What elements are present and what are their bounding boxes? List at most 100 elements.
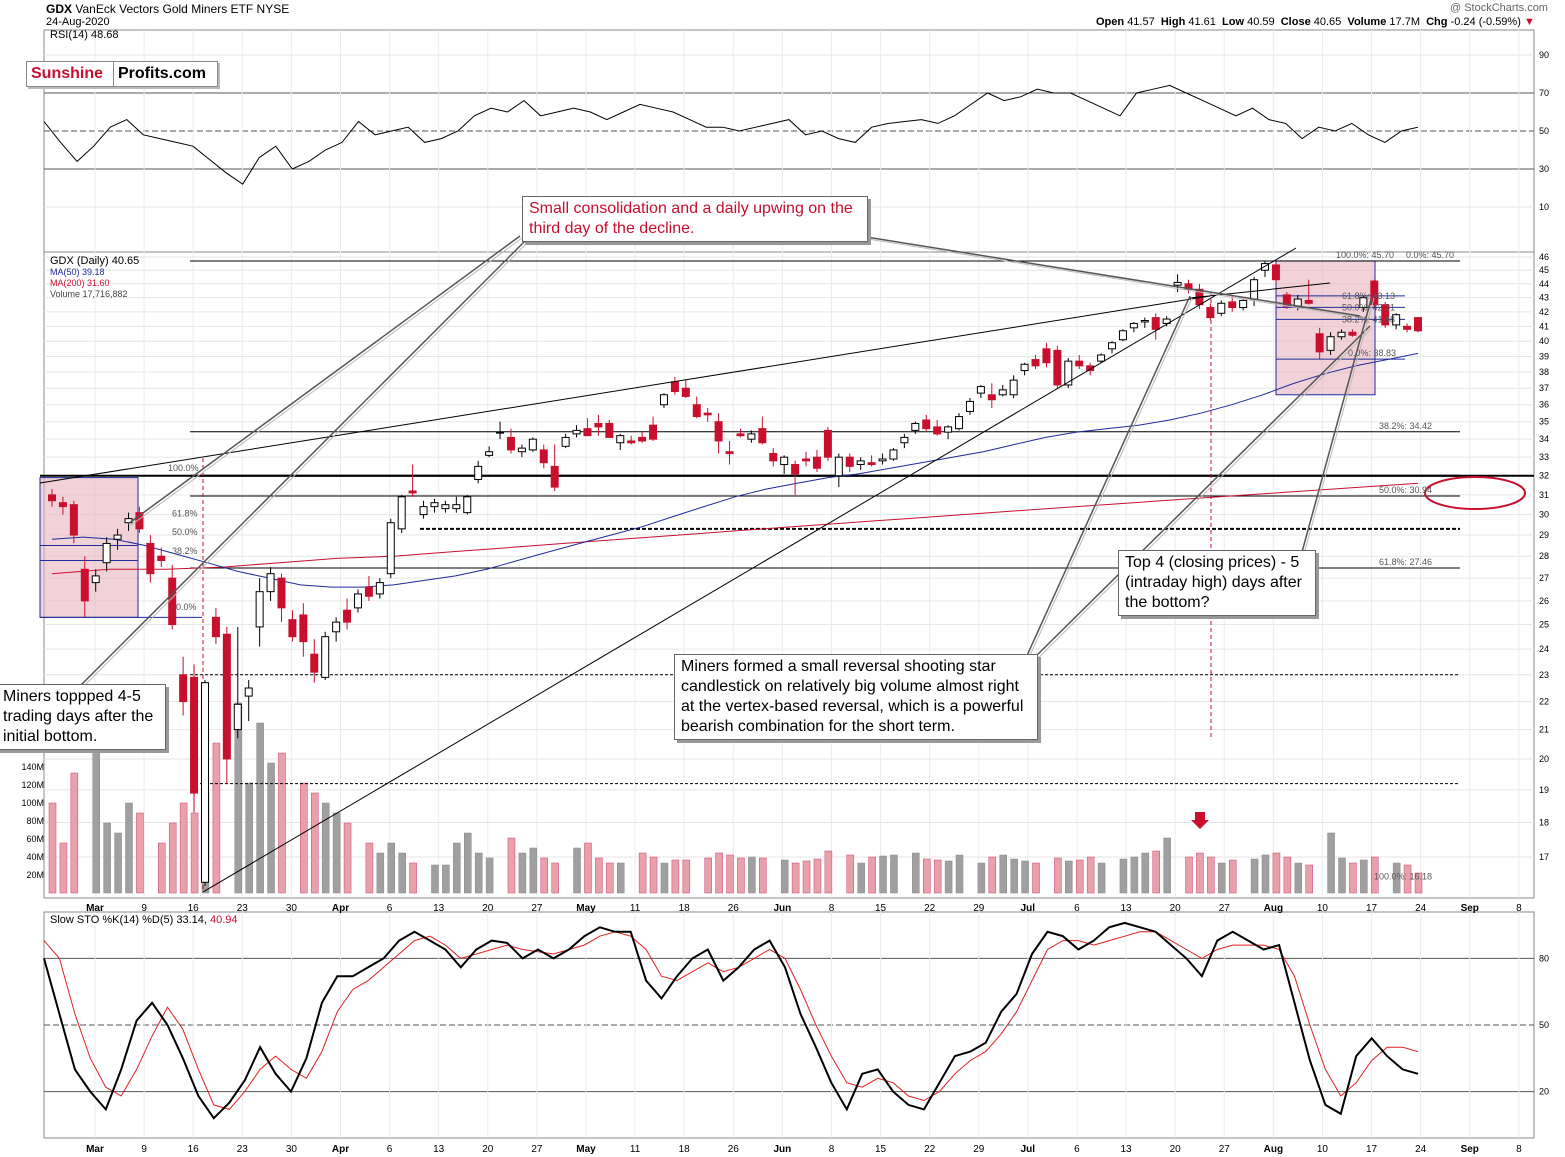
candle-body	[649, 424, 658, 440]
volume-bar	[999, 854, 1007, 894]
candle-body	[714, 421, 723, 442]
candle-body	[1129, 322, 1138, 329]
price-axis-label: 25	[1539, 620, 1549, 630]
sto-d-line	[43, 931, 1419, 1110]
candle-body	[200, 682, 209, 883]
candle-body	[375, 582, 384, 595]
candle-body	[386, 522, 395, 575]
candle-body	[1086, 365, 1095, 372]
price-axis-label: 46	[1539, 252, 1549, 262]
date-axis-label: 30	[286, 903, 298, 914]
candle-body	[616, 435, 625, 444]
volume-bar	[715, 852, 723, 894]
candle-body	[485, 451, 494, 456]
rsi-axis-label: 50	[1539, 126, 1549, 136]
candle-body	[1392, 314, 1401, 326]
date-axis-label: 10	[1317, 903, 1329, 914]
candle-body	[1151, 317, 1160, 330]
price-axis-label: 36	[1539, 400, 1549, 410]
candle-body	[1414, 317, 1422, 332]
ohlc-readout: Open 41.57 High 41.61 Low 40.59 Close 40…	[1096, 16, 1535, 28]
ticker: GDX	[46, 2, 73, 16]
trend-line	[39, 295, 1211, 484]
volume-bar	[1272, 852, 1281, 894]
date-axis-label: 20	[482, 903, 494, 914]
volume-bar	[179, 802, 188, 894]
volume-bar	[507, 837, 516, 894]
rsi-legend: RSI(14) 48.68	[50, 29, 119, 41]
callout-pointer-shadow	[77, 237, 533, 693]
price-axis-label: 18	[1539, 817, 1549, 827]
volume-bar	[1349, 862, 1357, 894]
volume-bar	[278, 752, 286, 894]
ma200-legend: MA(200) 31.60	[50, 278, 110, 288]
candle-body	[474, 465, 483, 481]
date-axis-label: 9	[141, 903, 147, 914]
date-axis-label: 17	[1366, 1144, 1378, 1155]
volume-bar	[365, 842, 374, 894]
consolidation-note: Small consolidation and a daily upwing o…	[522, 196, 868, 242]
date-axis-label: 6	[1074, 903, 1080, 914]
date-axis-label: 16	[188, 1144, 200, 1155]
candle-body	[823, 429, 832, 458]
volume-bar	[1327, 832, 1335, 894]
date-axis-label: 30	[286, 1144, 298, 1155]
sto-axis-label: 50	[1539, 1020, 1549, 1030]
volume-bar	[59, 842, 68, 894]
callout-pointer	[75, 235, 531, 691]
price-axis-label: 26	[1539, 596, 1549, 606]
candle-body	[168, 577, 177, 626]
candle-body	[758, 428, 767, 444]
volume-bar	[1250, 858, 1259, 894]
volume-axis-label: 100M	[21, 798, 44, 808]
candle-body	[1108, 342, 1117, 350]
candle-body	[1403, 325, 1412, 330]
sto-axis-label: 80	[1539, 953, 1549, 963]
candle-body	[1075, 360, 1084, 367]
volume-bar	[977, 862, 986, 894]
candle-body	[627, 440, 636, 444]
candle-body	[430, 502, 439, 508]
volume-bar	[791, 862, 800, 894]
candle-body	[1337, 331, 1346, 338]
volume-bar	[1185, 856, 1193, 894]
candle-body	[1381, 304, 1390, 326]
sunshine-profits-logo: Sunshine Profits.com	[26, 61, 218, 87]
volume-bar	[551, 862, 559, 894]
date-axis-label: 29	[973, 903, 985, 914]
price-axis-label: 23	[1539, 670, 1549, 680]
candle-body	[463, 496, 472, 514]
date-axis-label: 6	[387, 903, 393, 914]
volume-bar	[726, 854, 734, 894]
candle-body	[364, 586, 373, 597]
fib-label: 50.0%	[172, 527, 198, 537]
date-axis-label: 13	[1120, 903, 1132, 914]
volume-bar	[485, 857, 494, 894]
candle-body	[976, 386, 985, 394]
volume-bar	[1054, 857, 1062, 894]
date-axis-label: Sep	[1461, 1144, 1479, 1155]
volume-bar	[48, 802, 57, 894]
date-axis-label: Mar	[86, 903, 104, 914]
volume-bar	[944, 860, 953, 894]
volume-bar	[431, 864, 439, 894]
date-axis-label: Aug	[1264, 1144, 1283, 1155]
candle-body	[1239, 299, 1248, 309]
date-axis-label: 10	[1317, 1144, 1329, 1155]
volume-bar	[529, 847, 538, 894]
candle-body	[452, 504, 461, 510]
date-axis-label: 27	[1219, 1144, 1231, 1155]
candle-body	[670, 381, 679, 392]
volume-bar	[1021, 860, 1029, 894]
volume-axis-label: 140M	[21, 762, 44, 772]
date-axis-label: Sep	[1461, 903, 1479, 914]
sto-legend: Slow STO %K(14) %D(5) 33.14, 40.94	[50, 914, 238, 926]
volume-bar	[748, 856, 756, 894]
sto-panel-frame	[43, 911, 1535, 1139]
callout-pointer	[1024, 295, 1191, 661]
callout-pointer	[1301, 295, 1373, 553]
sto-k-line	[43, 921, 1419, 1120]
volume-bar	[737, 857, 745, 894]
candle-body	[539, 449, 548, 464]
candle-body	[725, 451, 734, 455]
